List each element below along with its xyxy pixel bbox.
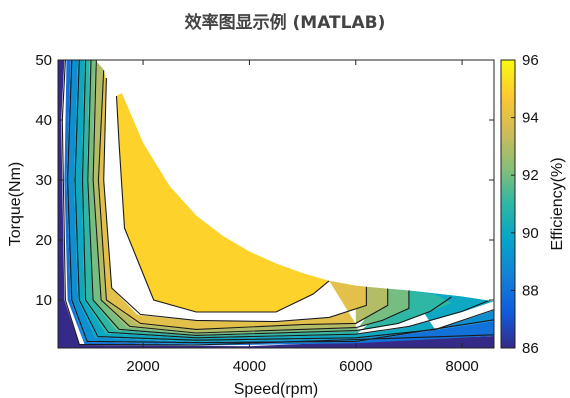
colorbar: 86 88 90 92 94 96 xyxy=(500,52,539,357)
max-torque-boundary xyxy=(58,60,494,302)
contour-band-94 xyxy=(97,69,367,330)
contour-line-5 xyxy=(87,60,452,336)
y-axis: 10 20 30 40 50 xyxy=(35,52,494,309)
x-tick-label: 6000 xyxy=(339,358,372,375)
colorbar-tick-label: 86 xyxy=(522,340,539,357)
chart-title: 效率图显示例 (MATLAB) xyxy=(184,13,386,33)
contour-line-4 xyxy=(81,60,489,339)
y-axis-label: Torque(Nm) xyxy=(7,162,24,246)
plot-area xyxy=(58,60,494,348)
colorbar-tick-label: 90 xyxy=(522,225,539,242)
contour-line-6 xyxy=(92,60,410,334)
y-tick-label: 30 xyxy=(35,172,52,189)
x-tick-label: 4000 xyxy=(233,358,266,375)
x-tick-label: 2000 xyxy=(126,358,159,375)
colorbar-tick-label: 88 xyxy=(522,282,539,299)
colorbar-label: Efficiency(%) xyxy=(549,157,566,250)
colorbar-gradient xyxy=(500,59,516,349)
contour-line-2 xyxy=(67,60,494,344)
x-axis: 2000 4000 6000 8000 xyxy=(126,60,479,375)
contour-line-9 xyxy=(115,95,330,313)
contour-band-95 xyxy=(116,93,330,312)
colorbar-tick-label: 94 xyxy=(522,110,539,127)
contour-lines xyxy=(61,60,494,346)
contour-line-7 xyxy=(97,70,389,330)
colorbar-ticks: 86 88 90 92 94 96 xyxy=(511,52,539,357)
contour-line-3 xyxy=(74,60,494,341)
y-tick-label: 20 xyxy=(35,232,52,249)
x-tick-label: 8000 xyxy=(445,358,478,375)
colorbar-tick-label: 96 xyxy=(522,52,539,69)
y-tick-label: 50 xyxy=(35,52,52,69)
colorbar-tick-label: 92 xyxy=(522,167,539,184)
y-tick-label: 10 xyxy=(35,292,52,309)
y-tick-label: 40 xyxy=(35,112,52,129)
contour-band-91 xyxy=(81,60,452,339)
contour-line-8 xyxy=(103,77,367,323)
x-axis-label: Speed(rpm) xyxy=(234,381,318,398)
plot-frame xyxy=(57,59,495,349)
contour-line-1 xyxy=(61,60,494,346)
